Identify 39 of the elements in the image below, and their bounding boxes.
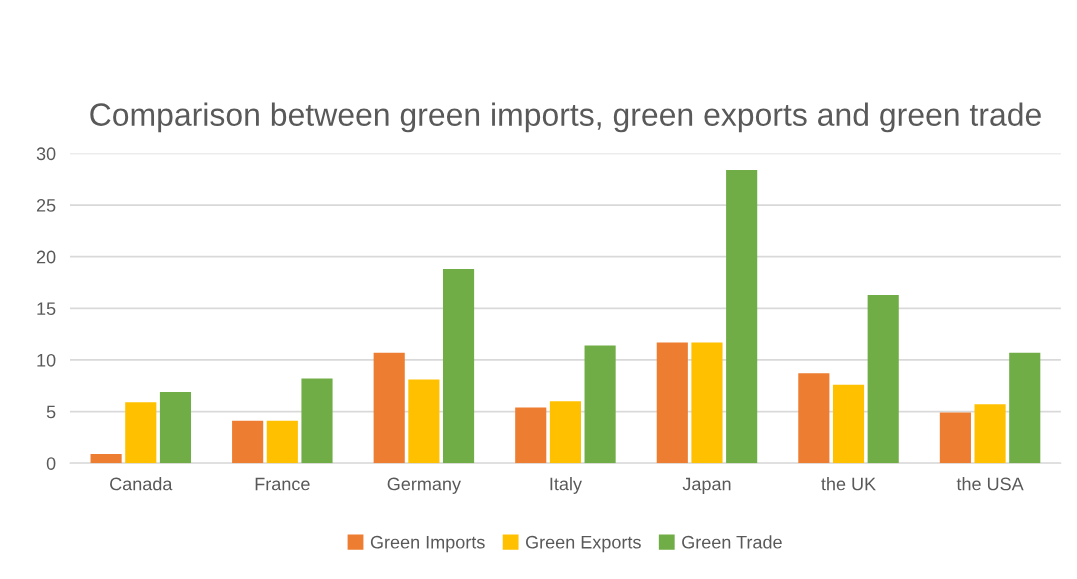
y-tick-label: 20: [36, 250, 56, 264]
y-tick-label: 5: [46, 405, 56, 419]
x-tick-label: the UK: [821, 477, 876, 491]
bar: [726, 169, 758, 464]
x-tick-label: Japan: [682, 477, 731, 494]
x-tick-label: the USA: [956, 477, 1024, 491]
legend-label: Green Trade: [682, 535, 782, 549]
y-tick-label: 25: [36, 199, 56, 212]
x-tick-label: Italy: [550, 477, 582, 494]
legend-label: Green Exports: [525, 535, 641, 553]
bar: [691, 342, 723, 464]
bar: [974, 404, 1006, 464]
bar: [867, 294, 899, 464]
legend-label: Green Imports: [370, 535, 485, 553]
bar: [939, 412, 971, 464]
bar: [301, 378, 333, 464]
bar: [549, 401, 581, 464]
bar: [1009, 352, 1041, 464]
bar: [442, 269, 475, 464]
bar: [584, 345, 616, 464]
bar: [798, 373, 830, 464]
x-tick-label: Germany: [387, 477, 461, 494]
bar: [159, 391, 192, 464]
y-tick-label: 0: [46, 457, 56, 470]
bar: [832, 384, 865, 464]
bar: [515, 407, 547, 464]
x-tick-label: France: [255, 477, 310, 491]
y-tick-label: 15: [37, 302, 56, 316]
y-tick-label: 30: [36, 147, 56, 161]
y-tick-label: 10: [37, 353, 56, 367]
x-tick-label: Canada: [110, 477, 173, 491]
bar: [125, 402, 157, 464]
chart-title: Comparison between green imports, green exports and green trade: [90, 102, 1041, 133]
bar: [90, 453, 122, 464]
bar: [408, 379, 440, 464]
bar: [266, 420, 298, 464]
bar: [656, 342, 688, 464]
bar: [373, 352, 405, 464]
bar: [232, 420, 264, 464]
